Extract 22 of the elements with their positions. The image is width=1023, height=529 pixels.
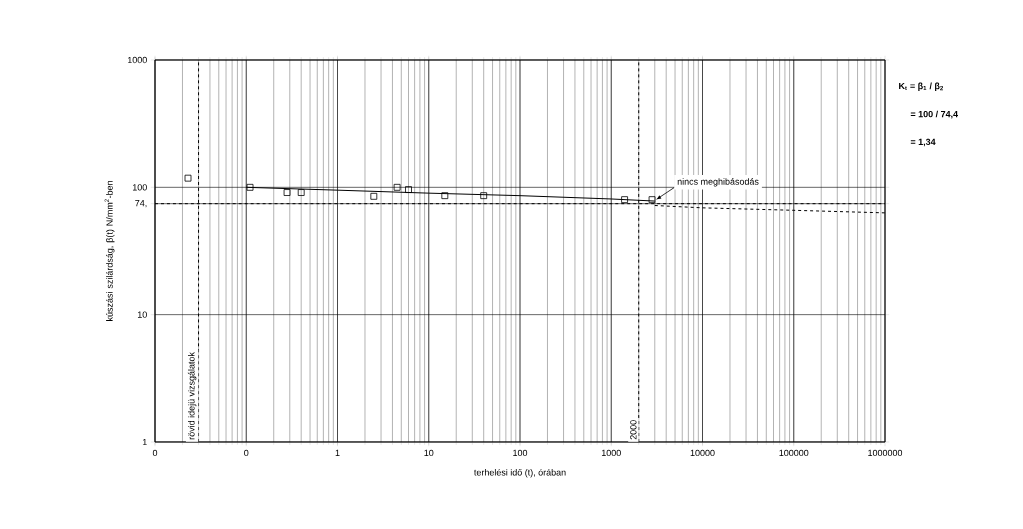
- ref-line-label: 2000: [630, 420, 637, 440]
- y-tick-label: 100: [132, 184, 147, 191]
- y-tick-label: 10: [137, 311, 147, 318]
- y-tick-label: 1000: [127, 56, 147, 64]
- text: K$_{t}$ = β$_{1}$ / β$_{2}$: [899, 82, 944, 91]
- y-tick-label: 1: [142, 438, 147, 446]
- annotation: nincs meghibásodás: [677, 178, 759, 187]
- text: = 1,34: [910, 138, 936, 147]
- x-tick-label: 10: [424, 449, 434, 457]
- x-tick-label: 1000000: [868, 449, 903, 457]
- ref-line-label: rövid idejü vizsgálatok: [187, 352, 197, 440]
- x-tick-label: 1: [335, 449, 340, 456]
- x-tick-label: 100: [513, 449, 528, 457]
- x-tick-label: 1000: [601, 449, 621, 457]
- x-tick-label: 10000: [690, 449, 715, 457]
- x-tick-label: 0: [244, 449, 249, 457]
- y-tick-label: 74,: [135, 200, 147, 208]
- x-tick-label: 100000: [779, 449, 809, 457]
- text: = 100 / 74,4: [910, 110, 958, 119]
- y-axis-title: kúszási szilárdság, β(t) N/mm$^{2}$-ben: [104, 181, 115, 321]
- x-axis-title: terhelési idő (t), órában: [474, 468, 566, 478]
- x-tick-label: 0: [152, 449, 158, 457]
